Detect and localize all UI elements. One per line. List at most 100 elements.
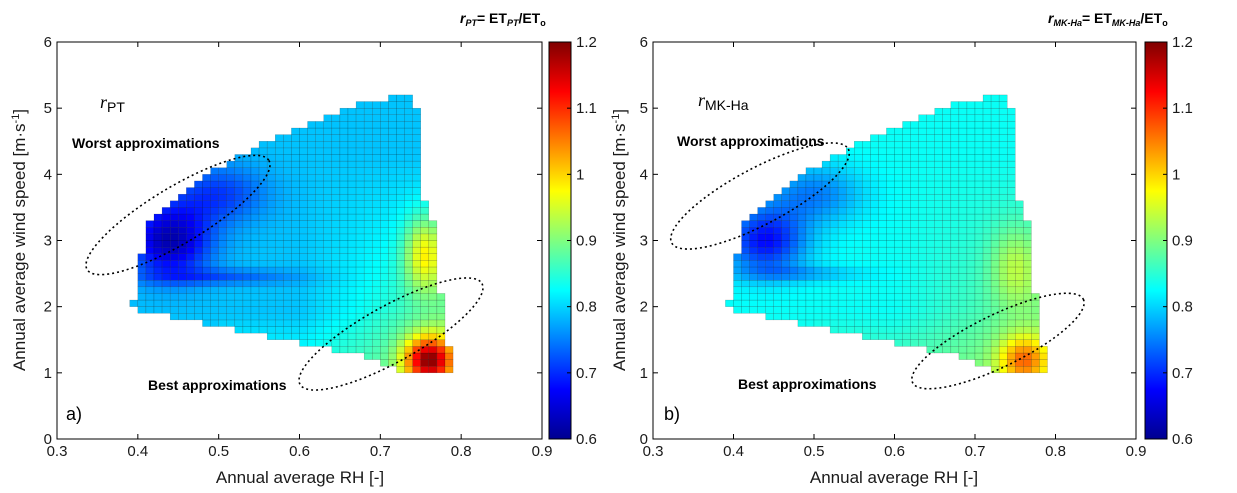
heatmap-cell [218,319,227,327]
heatmap-cell [934,339,944,347]
heatmap-cell [958,174,968,182]
heatmap-cell [291,240,300,248]
heatmap-cell [998,134,1008,142]
heatmap-cell [950,346,960,354]
heatmap-cell [1007,207,1016,215]
heatmap-cell [404,101,413,109]
heatmap-cell [942,200,952,208]
heatmap-cell [982,127,992,135]
heatmap-cell [982,121,992,129]
heatmap-cell [242,280,252,288]
heatmap-cell [789,240,799,248]
heatmap-cell [966,220,976,228]
heatmap-cell [773,280,783,288]
heatmap-cell [1007,127,1016,135]
heatmap-cell [210,246,219,254]
heatmap-cell [388,207,397,215]
heatmap-cell [161,299,171,307]
heatmap-cell [1007,141,1016,149]
heatmap-cell [821,233,831,241]
heatmap-cell [878,306,887,314]
heatmap-cell [137,266,147,274]
heatmap-cell [878,293,887,301]
heatmap-cell [958,127,968,135]
heatmap-cell [186,280,195,288]
heatmap-cell [234,306,244,314]
heatmap-cell [998,207,1008,215]
colorbar-ticks: 0.60.70.80.911.11.2 [567,34,597,448]
heatmap-cell [918,160,927,168]
heatmap-cell [950,326,960,334]
heatmap-cell [934,346,944,354]
heatmap-cell [404,273,413,281]
heatmap-cell [372,240,381,248]
heatmap-cell [315,293,324,301]
heatmap-cell [275,180,284,188]
heatmap-cell [347,253,357,261]
heatmap-cell [918,134,927,142]
heatmap-cell [950,293,960,301]
heatmap-cell [846,286,855,294]
heatmap-cell [998,366,1008,374]
heatmap-cell [258,319,268,327]
heatmap-cell [894,260,903,268]
heatmap-cell [1023,233,1032,241]
heatmap-cell [234,174,244,182]
heatmap-cell [315,260,324,268]
heatmap-cell [1007,180,1016,188]
heatmap-cell [428,313,438,321]
heatmap-cell [854,147,863,155]
heatmap-cell [218,174,227,182]
heatmap-cell [894,280,903,288]
heatmap-cell [862,332,871,340]
heatmap-cell [347,114,357,122]
heatmap-cell [854,200,863,208]
heatmap-cell [412,134,421,142]
heatmap-cell [982,141,992,149]
heatmap-cell [242,193,252,201]
heatmap-cell [372,332,381,340]
heatmap-cell [266,266,276,274]
heatmap-cell [396,227,405,235]
heatmap-cell [194,207,203,215]
heatmap-cell [958,240,968,248]
heatmap-cell [275,313,284,321]
heatmap-cell [974,240,984,248]
heatmap-cell [1007,273,1016,281]
colorbar-tick-label: 1 [576,166,584,183]
heatmap-cell [178,227,187,235]
heatmap-cell [194,240,203,248]
heatmap-cell [966,280,976,288]
x-tick-label: 0.8 [1045,443,1066,460]
heatmap-cell [1031,332,1040,340]
heatmap-cell [347,160,357,168]
colorbar-tick-label: 0.9 [576,233,597,250]
heatmap-cell [412,240,421,248]
heatmap-cell [315,187,324,195]
heatmap-cell [773,299,783,307]
heatmap-cell [283,326,292,334]
heatmap-cell [372,107,381,115]
heatmap-cell [966,233,976,241]
heatmap-cell [291,220,300,228]
heatmap-cell [910,246,919,254]
heatmap-cell [1031,326,1040,334]
heatmap-cell [226,200,236,208]
heatmap-cell [291,319,300,327]
heatmap-cell [829,273,839,281]
heatmap-cell [854,180,863,188]
heatmap-cell [990,154,1000,162]
heatmap-cell [741,246,750,254]
heatmap-cell [958,346,968,354]
heatmap-cell [918,246,927,254]
heatmap-cell [902,160,911,168]
heatmap-cell [854,306,863,314]
heatmap-cell [380,319,389,327]
heatmap-cell [291,207,300,215]
heatmap-cell [169,227,179,235]
heatmap-cell [862,253,871,261]
heatmap-cell [918,180,927,188]
heatmap-cell [966,313,976,321]
heatmap-cell [169,266,179,274]
heatmap-cell [363,240,373,248]
